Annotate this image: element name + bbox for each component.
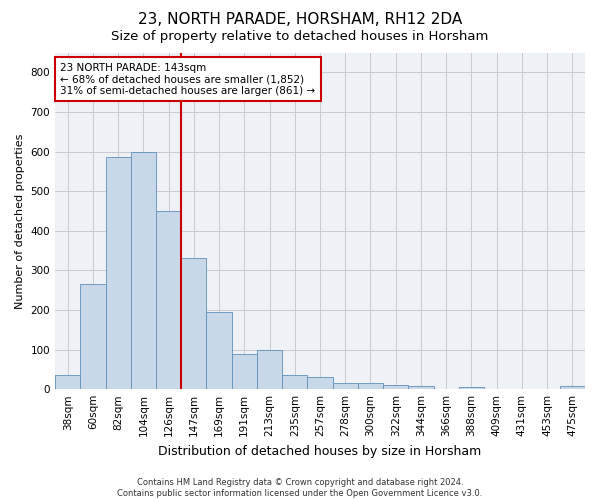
Text: Size of property relative to detached houses in Horsham: Size of property relative to detached ho…: [112, 30, 488, 43]
Bar: [282, 376, 307, 389]
Bar: [459, 387, 484, 389]
Text: 23, NORTH PARADE, HORSHAM, RH12 2DA: 23, NORTH PARADE, HORSHAM, RH12 2DA: [138, 12, 462, 28]
Bar: [383, 385, 409, 389]
Bar: [560, 386, 585, 389]
Bar: [106, 158, 131, 389]
Text: Contains HM Land Registry data © Crown copyright and database right 2024.
Contai: Contains HM Land Registry data © Crown c…: [118, 478, 482, 498]
Bar: [257, 350, 282, 389]
Bar: [80, 284, 106, 389]
Bar: [181, 258, 206, 389]
X-axis label: Distribution of detached houses by size in Horsham: Distribution of detached houses by size …: [158, 444, 482, 458]
Bar: [156, 211, 181, 389]
Bar: [358, 383, 383, 389]
Text: 23 NORTH PARADE: 143sqm
← 68% of detached houses are smaller (1,852)
31% of semi: 23 NORTH PARADE: 143sqm ← 68% of detache…: [61, 62, 316, 96]
Bar: [131, 152, 156, 389]
Bar: [409, 386, 434, 389]
Bar: [232, 354, 257, 389]
Bar: [307, 378, 332, 389]
Bar: [206, 312, 232, 389]
Bar: [332, 383, 358, 389]
Y-axis label: Number of detached properties: Number of detached properties: [15, 133, 25, 308]
Bar: [55, 376, 80, 389]
